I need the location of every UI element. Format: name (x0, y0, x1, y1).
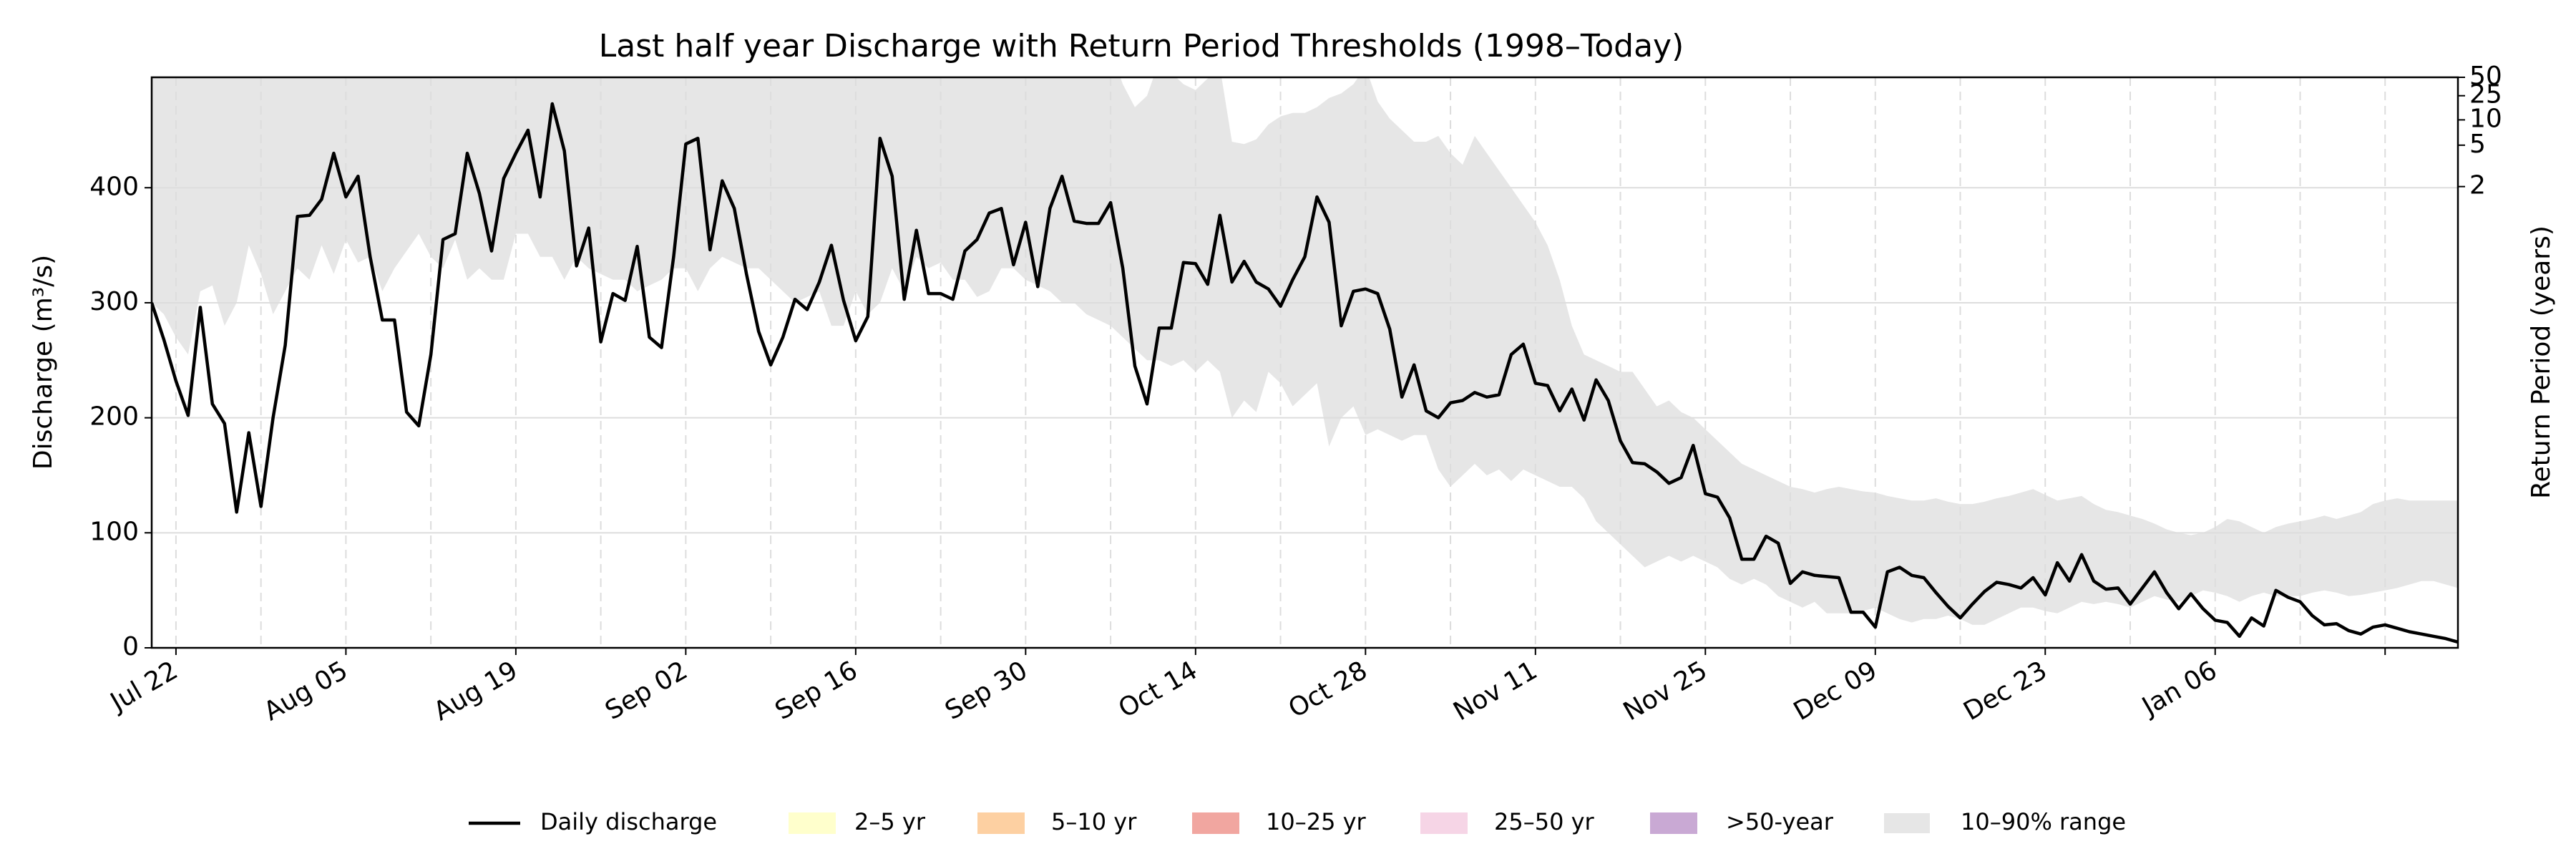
y-tick-label: 200 (89, 402, 139, 432)
discharge-line (152, 102, 2458, 644)
chart-title: Last half year Discharge with Return Per… (599, 28, 1684, 64)
x-tick-label: Oct 14 (1113, 656, 1202, 724)
legend-label: 5–10 yr (1051, 808, 1137, 835)
y2-tick-label: 25 (2469, 80, 2502, 110)
legend-swatch (1650, 812, 1697, 834)
legend-label: 25–50 yr (1494, 808, 1595, 835)
x-tick-label: Dec 23 (1958, 656, 2051, 727)
legend-label: >50-year (1726, 808, 1834, 835)
y2-axis-label: Return Period (years) (2527, 225, 2556, 499)
legend-label: 10–90% range (1961, 808, 2126, 835)
y2-tick-label: 10 (2469, 104, 2502, 133)
y-tick-label: 100 (89, 517, 139, 546)
x-tick-label: Aug 19 (429, 656, 522, 727)
range-band (152, 77, 2458, 625)
band-group (152, 77, 2458, 625)
x-tick-label: Oct 28 (1284, 656, 1372, 724)
x-tick-label: Aug 05 (259, 656, 353, 727)
y2-tick-label: 2 (2469, 171, 2486, 200)
x-tick-label: Nov 25 (1619, 656, 1712, 727)
legend-swatch (1192, 812, 1239, 834)
legend-label: 10–25 yr (1266, 808, 1367, 835)
legend-swatch (789, 812, 836, 834)
y-axis-label: Discharge (m³/s) (29, 255, 58, 470)
x-tick-label: Jan 06 (2136, 656, 2222, 722)
x-tick-label: Nov 11 (1448, 656, 1542, 727)
legend-label: Daily discharge (540, 808, 717, 835)
x-tick-label: Sep 02 (600, 656, 693, 726)
legend-swatch (977, 812, 1025, 834)
x-tick-label: Dec 09 (1789, 656, 1882, 727)
y-tick-label: 300 (89, 287, 139, 316)
legend-swatch (1420, 812, 1468, 834)
line-group (152, 102, 2458, 644)
legend-label: 2–5 yr (854, 808, 926, 835)
y-tick-label: 400 (89, 172, 139, 201)
x-tick-label: Sep 30 (940, 656, 1033, 726)
x-tick-label: Sep 16 (771, 656, 863, 726)
x-tick-label: Jul 22 (104, 656, 182, 718)
plot-frame (150, 76, 2459, 649)
y-tick-label: 0 (122, 632, 139, 661)
legend-swatch (1884, 813, 1930, 833)
y2-tick-label: 5 (2469, 130, 2486, 159)
y2-tick-label: 50 (2469, 62, 2502, 91)
